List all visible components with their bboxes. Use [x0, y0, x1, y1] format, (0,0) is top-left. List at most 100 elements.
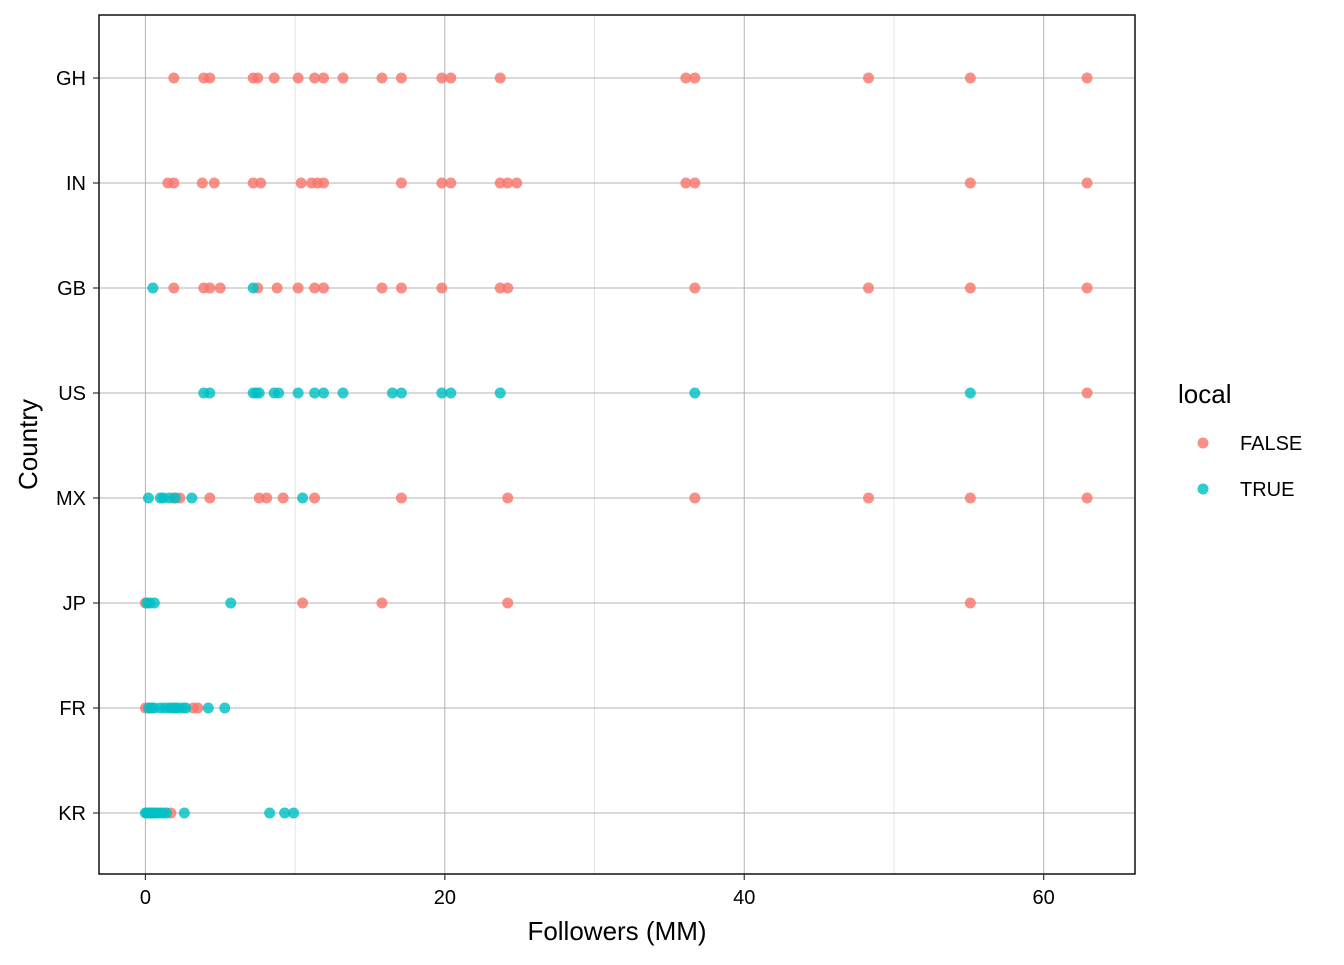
data-point [297, 492, 309, 504]
data-point [255, 177, 267, 189]
data-point [318, 177, 330, 189]
y-tick-label: US [58, 383, 86, 405]
data-point [337, 387, 349, 399]
data-point [386, 387, 398, 399]
data-point [445, 72, 457, 84]
data-point [168, 72, 180, 84]
data-point [252, 72, 264, 84]
data-point [445, 177, 457, 189]
data-point [279, 807, 291, 819]
data-point [395, 72, 407, 84]
data-point [436, 72, 448, 84]
data-point [436, 387, 448, 399]
legend-key-true [1197, 483, 1209, 495]
data-point [225, 597, 237, 609]
data-point [264, 807, 276, 819]
data-point [689, 72, 701, 84]
data-point [196, 177, 208, 189]
data-point [964, 72, 976, 84]
data-point [689, 177, 701, 189]
y-tick-label: GB [57, 278, 86, 300]
data-point [160, 807, 172, 819]
data-point [318, 72, 330, 84]
data-point [204, 492, 216, 504]
data-point [964, 597, 976, 609]
data-point [1081, 282, 1093, 294]
data-point [445, 387, 457, 399]
data-point [180, 702, 192, 714]
data-point [964, 282, 976, 294]
data-point [295, 177, 307, 189]
data-point [502, 492, 514, 504]
data-point [1081, 387, 1093, 399]
data-point [214, 282, 226, 294]
y-tick-label: KR [58, 803, 86, 825]
data-point [204, 72, 216, 84]
data-point [863, 282, 875, 294]
data-point [680, 177, 692, 189]
data-point [148, 597, 160, 609]
data-point [204, 387, 216, 399]
data-point [689, 492, 701, 504]
legend-label-true: TRUE [1240, 479, 1294, 501]
y-axis-title: Country [13, 399, 43, 490]
data-point [208, 177, 220, 189]
data-point [376, 72, 388, 84]
grid-layer [99, 15, 1135, 874]
data-point [309, 72, 321, 84]
data-point [395, 177, 407, 189]
data-point [964, 387, 976, 399]
data-point [169, 492, 181, 504]
data-point [204, 282, 216, 294]
data-point [502, 597, 514, 609]
axis-layer: 0 20 40 60 KR FR JP MX US GB IN GH [56, 68, 1055, 909]
data-point [689, 282, 701, 294]
data-point [863, 492, 875, 504]
data-point [1081, 492, 1093, 504]
data-point [1081, 72, 1093, 84]
data-point [502, 282, 514, 294]
y-tick-label: JP [63, 593, 86, 615]
data-point [186, 492, 198, 504]
data-point [277, 492, 289, 504]
legend: local FALSE TRUE [1178, 379, 1302, 501]
data-point [147, 282, 159, 294]
data-point [494, 72, 506, 84]
data-point [376, 597, 388, 609]
y-tick-label: FR [59, 698, 86, 720]
data-point [253, 387, 265, 399]
data-point [395, 387, 407, 399]
data-point [309, 492, 321, 504]
data-point [494, 387, 506, 399]
data-point [168, 282, 180, 294]
data-point [680, 72, 692, 84]
data-point [178, 807, 190, 819]
data-point [261, 492, 273, 504]
data-point [376, 282, 388, 294]
data-point [142, 492, 154, 504]
data-point [292, 72, 304, 84]
data-point [247, 282, 259, 294]
legend-entries: FALSE TRUE [1197, 433, 1302, 501]
data-point [219, 702, 231, 714]
data-point [964, 177, 976, 189]
data-point [318, 282, 330, 294]
data-point [309, 387, 321, 399]
data-point [863, 72, 875, 84]
y-tick-label: IN [66, 173, 86, 195]
x-tick-label: 0 [140, 887, 151, 909]
x-tick-label: 20 [434, 887, 456, 909]
data-point [395, 492, 407, 504]
data-point [168, 177, 180, 189]
data-point [268, 72, 280, 84]
x-axis-title: Followers (MM) [527, 916, 706, 946]
data-point [292, 282, 304, 294]
data-point [1081, 177, 1093, 189]
legend-label-false: FALSE [1240, 433, 1302, 455]
data-point [297, 597, 309, 609]
data-point [318, 387, 330, 399]
data-point [436, 282, 448, 294]
data-point [689, 387, 701, 399]
data-point [502, 177, 514, 189]
